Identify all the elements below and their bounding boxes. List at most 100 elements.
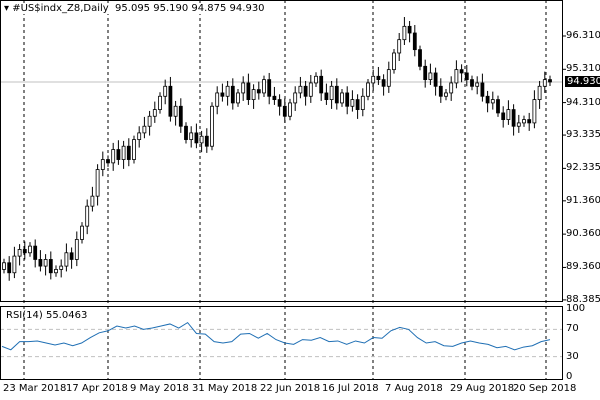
candle [85, 199, 90, 235]
candle [511, 104, 516, 136]
candle [69, 247, 74, 269]
candle [449, 76, 454, 101]
candle [90, 186, 95, 212]
candle [527, 112, 532, 131]
rsi-axis-label: 30 [566, 350, 579, 362]
candle [251, 84, 256, 109]
date-axis-label: 17 Apr 2018 [66, 383, 128, 394]
candle [334, 78, 339, 110]
main-panel-border [0, 0, 563, 302]
candle [303, 80, 308, 106]
price-axis-label: 91.360 [566, 194, 600, 206]
current-price-tag: 94.930 [565, 76, 600, 87]
candle [147, 110, 152, 136]
candle [277, 94, 282, 116]
rsi-axis-label: 70 [566, 323, 579, 335]
candle [33, 239, 38, 268]
candle [2, 258, 6, 274]
candle [381, 74, 386, 96]
candle [376, 66, 381, 85]
candle [418, 45, 422, 71]
candle [423, 59, 428, 88]
candle [542, 71, 547, 93]
candle [308, 74, 313, 103]
candle [480, 73, 485, 102]
candle [485, 90, 490, 113]
candle [163, 79, 168, 105]
candle [340, 88, 344, 107]
candle [230, 78, 235, 110]
candle [17, 244, 22, 266]
candle [220, 83, 225, 102]
candle [168, 76, 173, 122]
candle [397, 33, 402, 61]
candle [28, 242, 32, 257]
candle [121, 140, 126, 169]
chart-title: ▾ #US$indx_Z8,Daily 95.095 95.190 94.875… [4, 3, 265, 14]
date-axis-label: 9 May 2018 [130, 383, 189, 394]
candle [215, 86, 220, 115]
candle [386, 61, 391, 93]
candle [293, 86, 298, 111]
candle [475, 76, 480, 95]
candle [319, 69, 324, 101]
rsi-line [1, 321, 551, 351]
price-axis-label: 94.310 [566, 96, 600, 108]
candle [496, 95, 500, 117]
price-axis-label: 89.360 [566, 261, 600, 273]
rsi-label: RSI(14) 55.0463 [6, 310, 88, 321]
candle [537, 80, 542, 109]
candle [262, 75, 266, 97]
date-axis-label: 22 Jun 2018 [260, 383, 321, 394]
candle [106, 155, 110, 167]
price-axis-label: 93.335 [566, 129, 600, 141]
price-axis-label: 96.310 [566, 30, 600, 41]
candle [490, 91, 495, 110]
candle [454, 60, 459, 89]
price-axis-label: 92.335 [566, 162, 600, 174]
candle [433, 67, 438, 96]
candle [152, 101, 157, 123]
candle [111, 142, 116, 171]
candle [54, 265, 58, 277]
candle [59, 259, 64, 278]
candle [64, 243, 69, 272]
candle [178, 98, 183, 133]
date-axis-label: 29 Aug 2018 [450, 383, 515, 394]
price-axis-label: 88.385 [566, 293, 600, 305]
symbol-label: #US$indx_Z8,Daily [12, 3, 109, 14]
candle [38, 250, 43, 272]
candle [74, 231, 79, 267]
candle [189, 126, 194, 148]
date-axis-label: 31 May 2018 [192, 383, 258, 394]
candle [464, 64, 469, 87]
candle [407, 21, 412, 43]
candle [459, 64, 464, 83]
candle [345, 86, 350, 115]
candle [438, 78, 443, 103]
candle [194, 123, 199, 149]
candle [126, 138, 131, 167]
candle [282, 98, 287, 123]
candle [132, 135, 136, 164]
candle [360, 88, 365, 117]
candle [329, 80, 334, 109]
candle [350, 90, 355, 112]
candle [116, 140, 121, 165]
candle [516, 114, 521, 133]
candle [444, 88, 448, 101]
candle [173, 100, 178, 126]
candle [48, 251, 53, 280]
date-axis-label: 7 Aug 2018 [385, 383, 443, 394]
candle [236, 88, 240, 107]
candle [22, 241, 27, 260]
candle [204, 128, 209, 153]
date-axis-label: 23 Mar 2018 [3, 383, 67, 394]
candle [225, 80, 230, 106]
date-axis-label: 16 Jul 2018 [322, 383, 379, 394]
date-axis-label: 20 Sep 2018 [513, 383, 577, 394]
candle [80, 222, 84, 244]
candle [288, 98, 292, 121]
candle [522, 115, 526, 127]
